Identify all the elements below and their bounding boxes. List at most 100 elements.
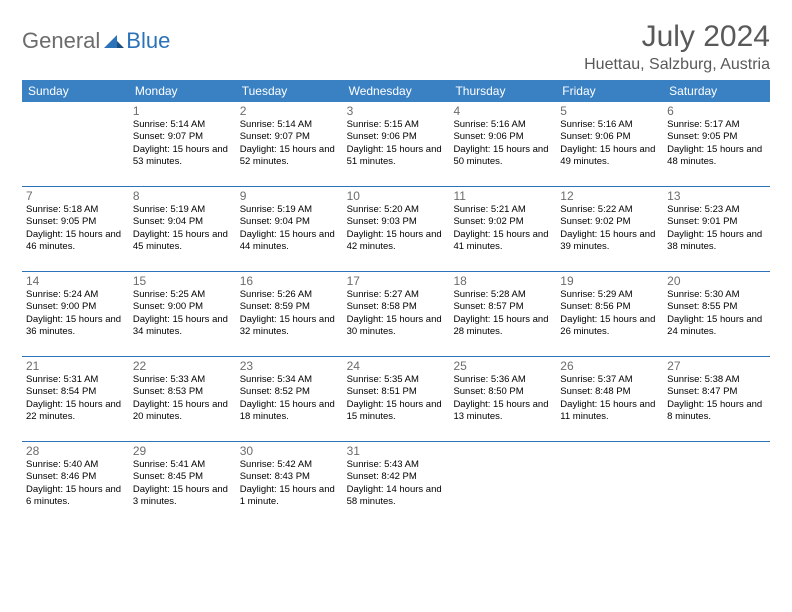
daylight-text: Daylight: 15 hours and 44 minutes. (240, 229, 339, 254)
day-info: Sunrise: 5:20 AMSunset: 9:03 PMDaylight:… (347, 204, 446, 253)
day-number: 29 (133, 444, 232, 458)
day-cell: 1Sunrise: 5:14 AMSunset: 9:07 PMDaylight… (129, 102, 236, 186)
sunset-text: Sunset: 8:58 PM (347, 301, 446, 313)
day-info: Sunrise: 5:37 AMSunset: 8:48 PMDaylight:… (560, 374, 659, 423)
day-cell: 3Sunrise: 5:15 AMSunset: 9:06 PMDaylight… (343, 102, 450, 186)
daylight-text: Daylight: 15 hours and 51 minutes. (347, 144, 446, 169)
day-number: 20 (667, 274, 766, 288)
day-info: Sunrise: 5:26 AMSunset: 8:59 PMDaylight:… (240, 289, 339, 338)
day-cell: 31Sunrise: 5:43 AMSunset: 8:42 PMDayligh… (343, 442, 450, 526)
day-number: 17 (347, 274, 446, 288)
day-cell: 11Sunrise: 5:21 AMSunset: 9:02 PMDayligh… (449, 187, 556, 271)
sunrise-text: Sunrise: 5:22 AM (560, 204, 659, 216)
day-number: 21 (26, 359, 125, 373)
daylight-text: Daylight: 15 hours and 50 minutes. (453, 144, 552, 169)
daylight-text: Daylight: 15 hours and 38 minutes. (667, 229, 766, 254)
day-number: 31 (347, 444, 446, 458)
day-cell: 21Sunrise: 5:31 AMSunset: 8:54 PMDayligh… (22, 357, 129, 441)
day-cell: 25Sunrise: 5:36 AMSunset: 8:50 PMDayligh… (449, 357, 556, 441)
daylight-text: Daylight: 14 hours and 58 minutes. (347, 484, 446, 509)
week-row: 21Sunrise: 5:31 AMSunset: 8:54 PMDayligh… (22, 357, 770, 442)
day-info: Sunrise: 5:21 AMSunset: 9:02 PMDaylight:… (453, 204, 552, 253)
daylight-text: Daylight: 15 hours and 15 minutes. (347, 399, 446, 424)
day-header: Wednesday (343, 80, 450, 102)
day-cell: 7Sunrise: 5:18 AMSunset: 9:05 PMDaylight… (22, 187, 129, 271)
week-row: 28Sunrise: 5:40 AMSunset: 8:46 PMDayligh… (22, 442, 770, 526)
logo-text-2: Blue (126, 28, 170, 54)
daylight-text: Daylight: 15 hours and 18 minutes. (240, 399, 339, 424)
day-number: 30 (240, 444, 339, 458)
sunrise-text: Sunrise: 5:28 AM (453, 289, 552, 301)
day-cell: 5Sunrise: 5:16 AMSunset: 9:06 PMDaylight… (556, 102, 663, 186)
week-row: 14Sunrise: 5:24 AMSunset: 9:00 PMDayligh… (22, 272, 770, 357)
sunrise-text: Sunrise: 5:36 AM (453, 374, 552, 386)
sunset-text: Sunset: 9:02 PM (453, 216, 552, 228)
day-info: Sunrise: 5:15 AMSunset: 9:06 PMDaylight:… (347, 119, 446, 168)
day-info: Sunrise: 5:38 AMSunset: 8:47 PMDaylight:… (667, 374, 766, 423)
sunset-text: Sunset: 9:04 PM (133, 216, 232, 228)
daylight-text: Daylight: 15 hours and 24 minutes. (667, 314, 766, 339)
day-info: Sunrise: 5:27 AMSunset: 8:58 PMDaylight:… (347, 289, 446, 338)
sunset-text: Sunset: 9:04 PM (240, 216, 339, 228)
sunrise-text: Sunrise: 5:14 AM (240, 119, 339, 131)
day-number: 9 (240, 189, 339, 203)
sunset-text: Sunset: 8:57 PM (453, 301, 552, 313)
sunrise-text: Sunrise: 5:41 AM (133, 459, 232, 471)
day-number: 10 (347, 189, 446, 203)
day-info: Sunrise: 5:40 AMSunset: 8:46 PMDaylight:… (26, 459, 125, 508)
day-number: 22 (133, 359, 232, 373)
sunset-text: Sunset: 9:02 PM (560, 216, 659, 228)
day-cell: 18Sunrise: 5:28 AMSunset: 8:57 PMDayligh… (449, 272, 556, 356)
day-header: Friday (556, 80, 663, 102)
calendar-grid: Sunday Monday Tuesday Wednesday Thursday… (22, 80, 770, 526)
sunset-text: Sunset: 8:53 PM (133, 386, 232, 398)
daylight-text: Daylight: 15 hours and 46 minutes. (26, 229, 125, 254)
day-info: Sunrise: 5:14 AMSunset: 9:07 PMDaylight:… (133, 119, 232, 168)
sunrise-text: Sunrise: 5:40 AM (26, 459, 125, 471)
day-cell: 12Sunrise: 5:22 AMSunset: 9:02 PMDayligh… (556, 187, 663, 271)
day-header: Sunday (22, 80, 129, 102)
calendar-page: General Blue July 2024 Huettau, Salzburg… (0, 0, 792, 546)
day-info: Sunrise: 5:14 AMSunset: 9:07 PMDaylight:… (240, 119, 339, 168)
month-title: July 2024 (584, 20, 770, 54)
day-info: Sunrise: 5:31 AMSunset: 8:54 PMDaylight:… (26, 374, 125, 423)
header: General Blue July 2024 Huettau, Salzburg… (22, 20, 770, 74)
daylight-text: Daylight: 15 hours and 8 minutes. (667, 399, 766, 424)
sunset-text: Sunset: 9:05 PM (26, 216, 125, 228)
sunset-text: Sunset: 9:01 PM (667, 216, 766, 228)
sunset-text: Sunset: 9:07 PM (133, 131, 232, 143)
sunrise-text: Sunrise: 5:27 AM (347, 289, 446, 301)
day-cell (663, 442, 770, 526)
day-cell: 28Sunrise: 5:40 AMSunset: 8:46 PMDayligh… (22, 442, 129, 526)
sunrise-text: Sunrise: 5:26 AM (240, 289, 339, 301)
sunrise-text: Sunrise: 5:20 AM (347, 204, 446, 216)
location-text: Huettau, Salzburg, Austria (584, 56, 770, 74)
day-number: 15 (133, 274, 232, 288)
day-number: 19 (560, 274, 659, 288)
sunset-text: Sunset: 9:07 PM (240, 131, 339, 143)
daylight-text: Daylight: 15 hours and 13 minutes. (453, 399, 552, 424)
daylight-text: Daylight: 15 hours and 6 minutes. (26, 484, 125, 509)
sunset-text: Sunset: 8:55 PM (667, 301, 766, 313)
day-number: 27 (667, 359, 766, 373)
sunrise-text: Sunrise: 5:15 AM (347, 119, 446, 131)
daylight-text: Daylight: 15 hours and 34 minutes. (133, 314, 232, 339)
sunset-text: Sunset: 8:51 PM (347, 386, 446, 398)
day-cell: 19Sunrise: 5:29 AMSunset: 8:56 PMDayligh… (556, 272, 663, 356)
day-number: 24 (347, 359, 446, 373)
sunrise-text: Sunrise: 5:25 AM (133, 289, 232, 301)
day-info: Sunrise: 5:34 AMSunset: 8:52 PMDaylight:… (240, 374, 339, 423)
day-cell (22, 102, 129, 186)
title-block: July 2024 Huettau, Salzburg, Austria (584, 20, 770, 74)
day-cell: 30Sunrise: 5:42 AMSunset: 8:43 PMDayligh… (236, 442, 343, 526)
day-headers-row: Sunday Monday Tuesday Wednesday Thursday… (22, 80, 770, 102)
sunset-text: Sunset: 9:05 PM (667, 131, 766, 143)
sunrise-text: Sunrise: 5:29 AM (560, 289, 659, 301)
day-cell: 20Sunrise: 5:30 AMSunset: 8:55 PMDayligh… (663, 272, 770, 356)
sunset-text: Sunset: 9:06 PM (453, 131, 552, 143)
daylight-text: Daylight: 15 hours and 30 minutes. (347, 314, 446, 339)
day-cell: 26Sunrise: 5:37 AMSunset: 8:48 PMDayligh… (556, 357, 663, 441)
day-info: Sunrise: 5:30 AMSunset: 8:55 PMDaylight:… (667, 289, 766, 338)
day-info: Sunrise: 5:29 AMSunset: 8:56 PMDaylight:… (560, 289, 659, 338)
day-number: 25 (453, 359, 552, 373)
